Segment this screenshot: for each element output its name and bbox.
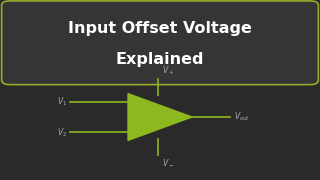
Text: $V_{out}$: $V_{out}$: [234, 111, 250, 123]
Text: $V_-$: $V_-$: [162, 157, 174, 167]
Text: Explained: Explained: [116, 52, 204, 67]
Text: Input Offset Voltage: Input Offset Voltage: [68, 21, 252, 36]
Text: $V_2$: $V_2$: [57, 126, 67, 139]
Text: $V_1$: $V_1$: [57, 95, 67, 108]
Polygon shape: [128, 94, 192, 140]
Text: $V_+$: $V_+$: [162, 65, 174, 77]
FancyBboxPatch shape: [2, 1, 318, 85]
